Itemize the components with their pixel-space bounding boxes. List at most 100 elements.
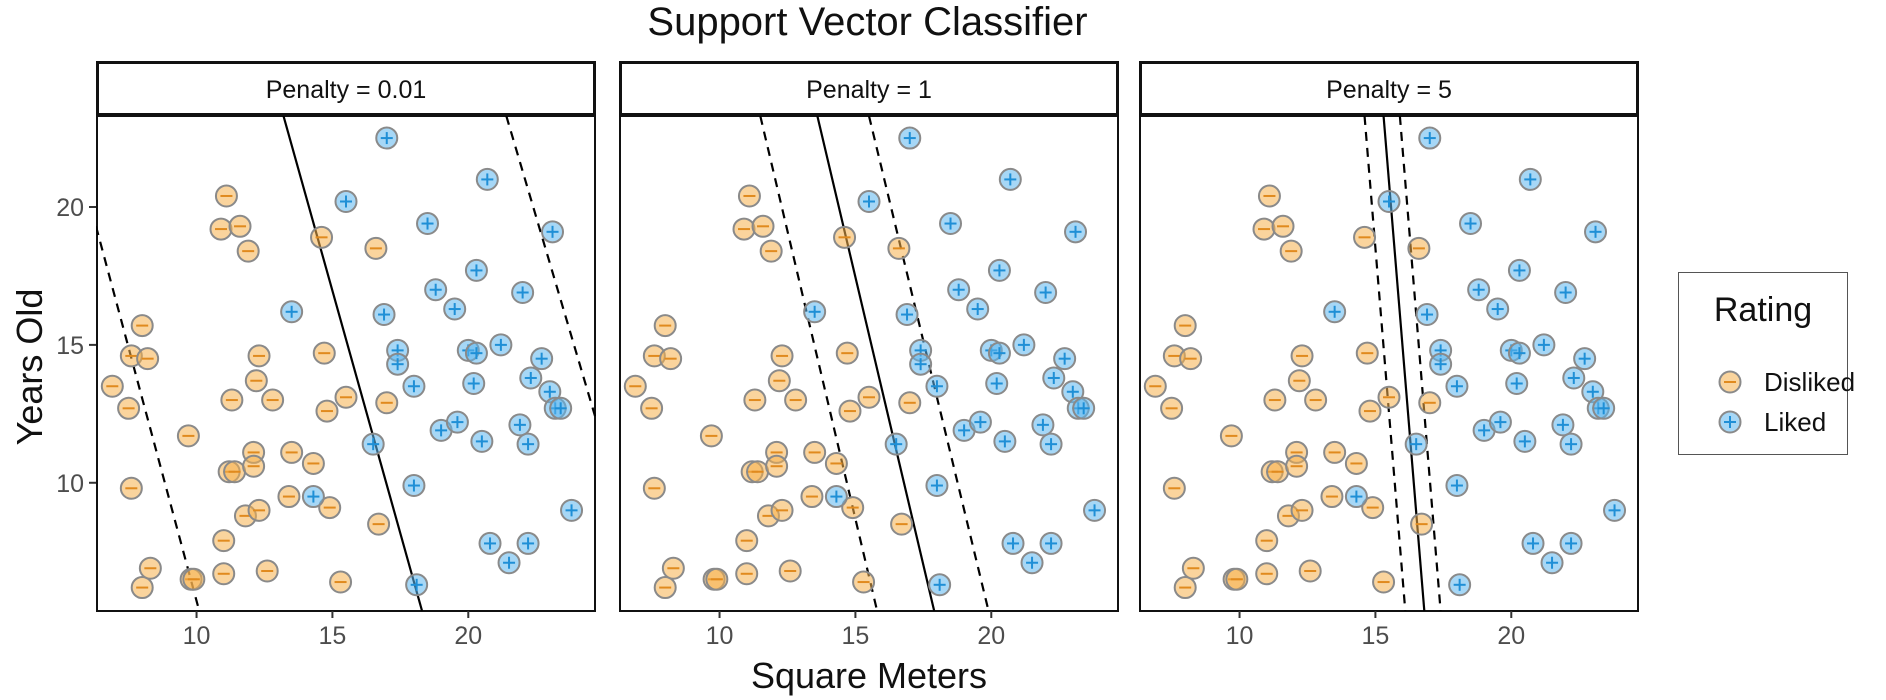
point-liked: [985, 371, 1009, 395]
point-disliked: [705, 567, 729, 591]
point-liked: [1562, 366, 1586, 390]
point-liked: [464, 341, 488, 365]
point-disliked: [824, 451, 848, 475]
point-liked: [1448, 573, 1472, 597]
point-disliked: [1279, 239, 1303, 263]
point-liked: [1415, 303, 1439, 327]
point-liked: [1034, 280, 1058, 304]
point-liked: [1507, 258, 1531, 282]
point-disliked: [1271, 214, 1295, 238]
point-disliked: [1407, 236, 1431, 260]
point-liked: [993, 429, 1017, 453]
point-liked: [478, 531, 502, 555]
point-liked: [998, 167, 1022, 191]
point-disliked: [770, 498, 794, 522]
point-disliked: [735, 529, 759, 553]
facet-strip-label: Penalty = 5: [1326, 76, 1452, 104]
point-liked: [1584, 220, 1608, 244]
point-liked: [1532, 333, 1556, 357]
margin-line: [867, 116, 990, 611]
point-disliked: [1255, 562, 1279, 586]
point-liked: [884, 432, 908, 456]
point-liked: [968, 410, 992, 434]
point-disliked: [735, 562, 759, 586]
point-disliked: [182, 567, 206, 591]
point-liked: [925, 374, 949, 398]
point-disliked: [214, 184, 238, 208]
legend-item-liked: Liked: [1679, 401, 1847, 441]
point-liked: [462, 371, 486, 395]
point-disliked: [1287, 369, 1311, 393]
point-disliked: [277, 485, 301, 509]
point-liked: [1083, 498, 1107, 522]
point-disliked: [1344, 451, 1368, 475]
point-liked: [1513, 429, 1537, 453]
point-liked: [489, 333, 513, 357]
point-liked: [516, 432, 540, 456]
margin-line: [1363, 116, 1407, 611]
point-liked: [987, 258, 1011, 282]
point-liked: [1012, 333, 1036, 357]
point-disliked: [1290, 498, 1314, 522]
decision-boundary: [282, 116, 424, 611]
point-disliked: [1418, 391, 1442, 415]
point-liked: [424, 278, 448, 302]
point-liked: [1559, 531, 1583, 555]
point-liked: [1551, 413, 1575, 437]
point-disliked: [1285, 454, 1309, 478]
point-disliked: [244, 369, 268, 393]
point-liked: [1518, 167, 1542, 191]
point-liked: [824, 485, 848, 509]
point-disliked: [653, 576, 677, 600]
margin-line: [1398, 116, 1442, 611]
point-disliked: [1225, 567, 1249, 591]
point-disliked: [212, 562, 236, 586]
point-liked: [1445, 374, 1469, 398]
point-disliked: [236, 239, 260, 263]
point-liked: [895, 303, 919, 327]
point-liked: [1042, 366, 1066, 390]
point-disliked: [770, 344, 794, 368]
point-disliked: [312, 341, 336, 365]
point-disliked: [765, 454, 789, 478]
point-disliked: [857, 385, 881, 409]
point-liked: [1039, 531, 1063, 555]
point-liked: [497, 551, 521, 575]
point-liked: [516, 531, 540, 555]
x-tick-label: 10: [1226, 622, 1254, 650]
point-disliked: [1162, 476, 1186, 500]
point-liked: [1418, 126, 1442, 150]
x-tick-label: 20: [454, 622, 482, 650]
point-disliked: [1290, 344, 1314, 368]
point-disliked: [1255, 529, 1279, 553]
point-disliked: [1323, 440, 1347, 464]
point-disliked: [1304, 388, 1328, 412]
point-disliked: [334, 385, 358, 409]
data-points: [100, 126, 584, 600]
point-disliked: [800, 485, 824, 509]
point-disliked: [329, 570, 353, 594]
panel-border: [1139, 115, 1639, 612]
point-liked: [925, 474, 949, 498]
y-tick-label: 10: [56, 470, 84, 498]
point-disliked: [1266, 460, 1290, 484]
x-tick-label: 20: [1497, 622, 1525, 650]
point-liked: [1554, 280, 1578, 304]
point-disliked: [247, 344, 271, 368]
point-liked: [803, 300, 827, 324]
point-disliked: [767, 369, 791, 393]
point-disliked: [367, 512, 391, 536]
point-disliked: [759, 239, 783, 263]
point-disliked: [642, 476, 666, 500]
point-liked: [909, 352, 933, 376]
legend-key-disliked-icon: [1718, 370, 1742, 394]
point-disliked: [1372, 570, 1396, 594]
point-disliked: [737, 184, 761, 208]
point-disliked: [659, 347, 683, 371]
point-liked: [928, 573, 952, 597]
point-disliked: [1181, 556, 1205, 580]
point-disliked: [1263, 388, 1287, 412]
point-disliked: [247, 498, 271, 522]
x-axis-label: Square Meters: [750, 655, 988, 696]
point-disliked: [364, 236, 388, 260]
